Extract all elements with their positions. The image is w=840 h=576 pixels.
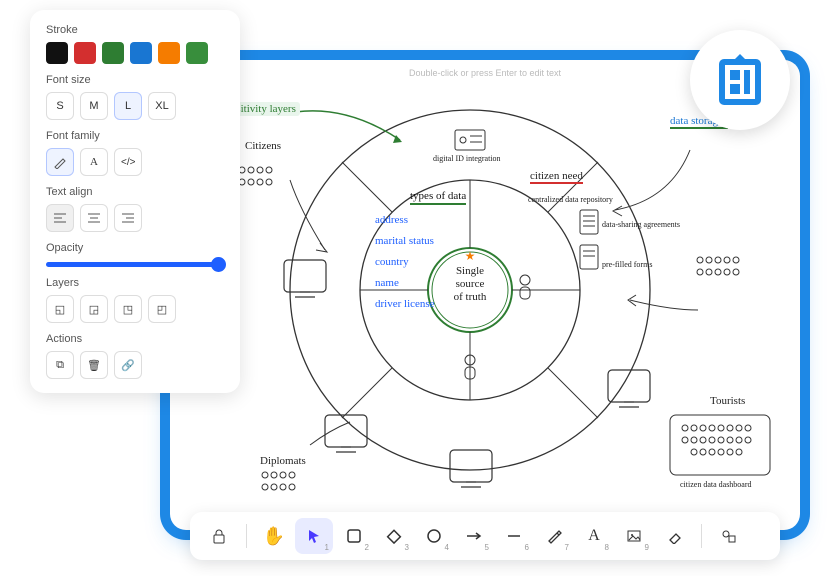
rectangle-tool[interactable]: 2 [335, 518, 373, 554]
image-icon [626, 528, 642, 544]
swatch-red[interactable] [74, 42, 96, 64]
citizens-label: Citizens [245, 140, 281, 152]
svg-text:★: ★ [465, 249, 476, 263]
separator [701, 524, 702, 548]
ellipse-tool[interactable]: 4 [415, 518, 453, 554]
pointer-icon [306, 528, 322, 544]
swatch-green2[interactable] [186, 42, 208, 64]
line-icon [506, 528, 522, 544]
text-tool[interactable]: A8 [575, 518, 613, 554]
stroke-swatches [46, 42, 224, 64]
diplomats-label: Diplomats [260, 455, 306, 467]
diamond-icon [386, 528, 402, 544]
copy-icon: ⧉ [56, 359, 64, 372]
style-panel: Stroke Font size S M L XL Font family A … [30, 10, 240, 393]
send-backward-icon: ◲ [89, 303, 99, 316]
centralized-label: centralized data repository [528, 195, 613, 204]
delete-button[interactable]: 🗑 [80, 351, 108, 379]
types-heading: types of data [410, 190, 466, 205]
swatch-orange[interactable] [158, 42, 180, 64]
dashboard-label: citizen data dashboard [680, 480, 752, 489]
swatch-green[interactable] [102, 42, 124, 64]
align-left-icon [54, 213, 66, 223]
lock-tool[interactable] [200, 518, 238, 554]
arrow-tool[interactable]: 5 [455, 518, 493, 554]
digital-id-label: digital ID integration [433, 154, 501, 163]
square-icon [346, 528, 362, 544]
arrow-icon [465, 528, 483, 544]
font-size-xl[interactable]: XL [148, 92, 176, 120]
layer-backward-button[interactable]: ◲ [80, 295, 108, 323]
logo-icon [710, 50, 770, 110]
layers-label: Layers [46, 277, 224, 289]
layer-forward-button[interactable]: ◳ [114, 295, 142, 323]
trash-icon: 🗑 [87, 359, 101, 372]
text-align-label: Text align [46, 186, 224, 198]
library-tool[interactable] [710, 518, 748, 554]
line-tool[interactable]: 6 [495, 518, 533, 554]
stroke-label: Stroke [46, 24, 224, 36]
swatch-blue[interactable] [130, 42, 152, 64]
separator [246, 524, 247, 548]
align-center-icon [88, 213, 100, 223]
pencil-icon [546, 528, 562, 544]
font-normal-button[interactable]: A [80, 148, 108, 176]
opacity-slider[interactable] [46, 262, 224, 267]
diamond-tool[interactable]: 3 [375, 518, 413, 554]
actions-label: Actions [46, 333, 224, 345]
hand-icon: ✋ [263, 526, 285, 547]
prefilled-label: pre-filled forms [602, 260, 652, 269]
select-tool[interactable]: 1 [295, 518, 333, 554]
code-icon: </> [121, 157, 135, 168]
citizen-need-label: citizen need [530, 170, 583, 184]
align-right-icon [122, 213, 134, 223]
data-sharing-label: data-sharing agreements [602, 220, 680, 229]
link-icon: 🔗 [121, 359, 135, 372]
center-label: Singlesourceof truth [447, 265, 493, 305]
app-logo [690, 30, 790, 130]
font-size-s[interactable]: S [46, 92, 74, 120]
font-size-m[interactable]: M [80, 92, 108, 120]
align-center-button[interactable] [80, 204, 108, 232]
text-a-icon: A [90, 156, 98, 168]
font-code-button[interactable]: </> [114, 148, 142, 176]
font-size-l[interactable]: L [114, 92, 142, 120]
opacity-label: Opacity [46, 242, 224, 254]
eraser-tool[interactable] [655, 518, 693, 554]
canvas[interactable]: Double-click or press Enter to edit text [170, 60, 800, 530]
shapes-icon [721, 528, 737, 544]
layer-back-button[interactable]: ◱ [46, 295, 74, 323]
bring-front-icon: ◰ [157, 303, 167, 316]
link-button[interactable]: 🔗 [114, 351, 142, 379]
hand-tool[interactable]: ✋ [255, 518, 293, 554]
layer-front-button[interactable]: ◰ [148, 295, 176, 323]
swatch-black[interactable] [46, 42, 68, 64]
send-back-icon: ◱ [55, 303, 65, 316]
eraser-icon [666, 528, 682, 544]
font-hand-button[interactable] [46, 148, 74, 176]
tourists-label: Tourists [710, 395, 745, 407]
bring-forward-icon: ◳ [123, 303, 133, 316]
lock-icon [211, 528, 227, 544]
align-left-button[interactable] [46, 204, 74, 232]
duplicate-button[interactable]: ⧉ [46, 351, 74, 379]
font-size-label: Font size [46, 74, 224, 86]
draw-tool[interactable]: 7 [535, 518, 573, 554]
types-list: address marital status country name driv… [375, 210, 435, 314]
image-tool[interactable]: 9 [615, 518, 653, 554]
tool-toolbar: ✋ 1 2 3 4 5 6 7 A8 9 [190, 512, 780, 560]
circle-icon [426, 528, 442, 544]
opacity-thumb[interactable] [211, 257, 226, 272]
pencil-icon [53, 155, 67, 169]
text-icon: A [588, 527, 600, 545]
font-family-label: Font family [46, 130, 224, 142]
align-right-button[interactable] [114, 204, 142, 232]
